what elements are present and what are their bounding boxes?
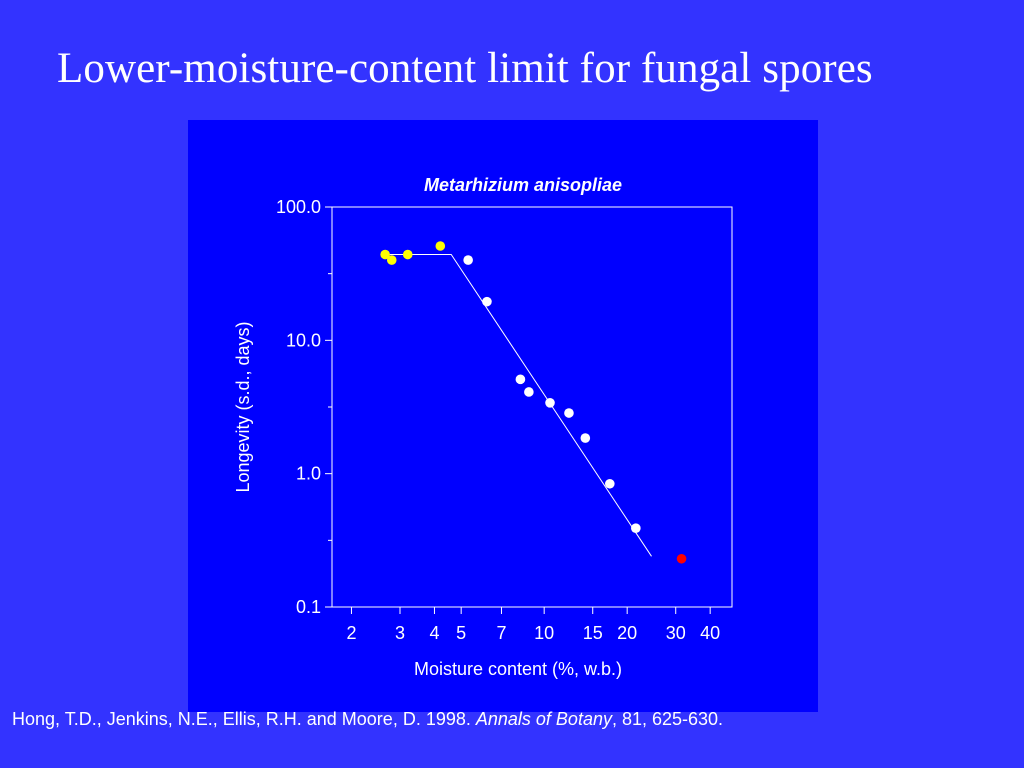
chart-panel: Metarhizium anisopliae 0.1 1.0 10.0 100.0 2 3… — [188, 120, 818, 712]
x-tick-label: 4 — [429, 623, 439, 643]
x-tick-label: 3 — [395, 623, 405, 643]
data-point — [605, 478, 615, 489]
citation-journal: Annals of Botany — [475, 709, 612, 729]
x-tick-label: 7 — [496, 623, 506, 643]
y-tick-label: 100.0 — [276, 197, 321, 217]
citation-authors: Hong, T.D., Jenkins, N.E., Ellis, R.H. a… — [12, 709, 476, 729]
x-tick-label: 15 — [583, 623, 603, 643]
data-point — [482, 296, 492, 307]
data-point — [386, 255, 397, 265]
x-tick-label: 5 — [456, 623, 466, 643]
citation-details: , 81, 625-630. — [611, 709, 724, 729]
citation: Hong, T.D., Jenkins, N.E., Ellis, R.H. a… — [12, 709, 723, 730]
x-tick-label: 10 — [534, 623, 554, 643]
chart-title: Metarhizium anisopliae — [424, 175, 622, 195]
y-axis-label: Longevity (s.d., days) — [233, 321, 253, 492]
x-tick-label: 20 — [617, 623, 637, 643]
data-point — [380, 249, 390, 260]
slide-title: Lower-moisture-content limit for fungal … — [57, 45, 873, 92]
data-point — [402, 249, 413, 260]
x-tick-label: 30 — [666, 623, 686, 643]
data-point — [631, 523, 641, 533]
data-point — [515, 374, 526, 385]
data-point — [524, 387, 534, 397]
y-tick-label: 0.1 — [296, 597, 321, 617]
data-point — [463, 255, 473, 265]
x-tick-label: 2 — [346, 623, 356, 643]
axes: 0.1 1.0 10.0 100.0 2 3 4 5 7 10 15 20 30 40 — [276, 197, 733, 643]
fit-polyline — [385, 254, 652, 557]
data-point — [564, 408, 574, 418]
x-axis-label: Moisture content (%, w.b.) — [414, 659, 622, 679]
data-point — [435, 241, 446, 251]
chart: Metarhizium anisopliae 0.1 1.0 10.0 100.0 2 3… — [233, 175, 733, 679]
plot-frame — [331, 206, 733, 608]
data-points — [380, 241, 687, 564]
x-tick-label: 40 — [700, 623, 720, 643]
y-tick-label: 10.0 — [286, 330, 321, 350]
data-point — [676, 553, 687, 564]
data-point — [580, 433, 591, 443]
fit-line — [385, 254, 652, 557]
data-point — [545, 398, 555, 408]
y-tick-label: 1.0 — [296, 464, 321, 484]
